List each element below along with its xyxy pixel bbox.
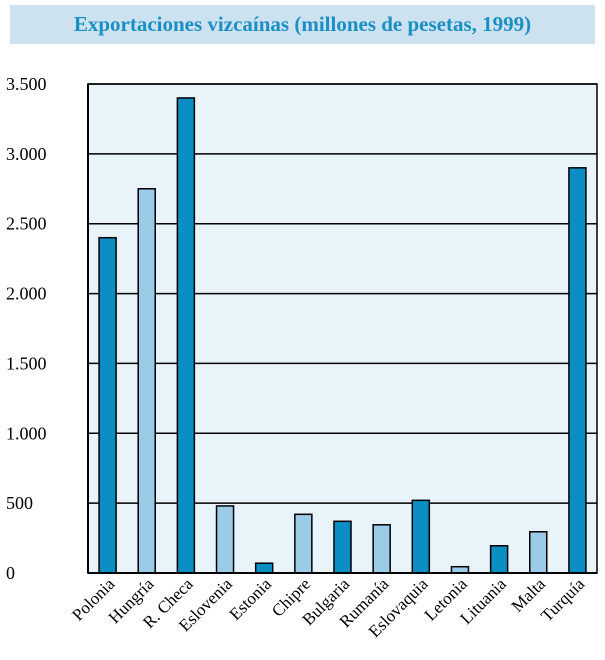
- y-tick-label: 1.500: [6, 353, 47, 373]
- y-axis-ticks: 0 500 1.000 1.500 2.000 2.500 3.000 3.500: [6, 74, 47, 583]
- bar-chipre: [294, 513, 313, 574]
- chart-title-bar: Exportaciones vizcaínas (millones de pes…: [10, 5, 595, 44]
- y-tick-label: 1.000: [6, 423, 47, 443]
- bar-lituania: [489, 545, 509, 574]
- plot-area: [87, 83, 598, 574]
- bar-turquía: [568, 167, 587, 574]
- y-tick-label: 0: [6, 563, 15, 583]
- bar-polonia: [98, 236, 117, 574]
- y-tick-label: 2.000: [6, 284, 47, 304]
- bar-malta: [529, 531, 548, 574]
- bar-rumanía: [372, 524, 391, 574]
- y-tick-label: 2.500: [6, 214, 47, 234]
- bar-eslovaquia: [411, 499, 431, 574]
- y-tick-label: 3.000: [6, 144, 47, 164]
- bar-bulgaria: [333, 520, 352, 574]
- bar-r-checa: [176, 97, 196, 574]
- bars: [98, 97, 587, 574]
- gridlines: [88, 83, 597, 504]
- x-category-label: Estonia: [226, 574, 276, 624]
- y-tick-label: 3.500: [6, 74, 47, 94]
- chart-title: Exportaciones vizcaínas (millones de pes…: [73, 12, 532, 36]
- x-category-label: Turquía: [537, 574, 588, 625]
- bar-hungría: [137, 188, 156, 574]
- y-tick-label: 500: [6, 493, 33, 513]
- bar-eslovenia: [215, 505, 235, 574]
- bar-estonia: [254, 562, 274, 574]
